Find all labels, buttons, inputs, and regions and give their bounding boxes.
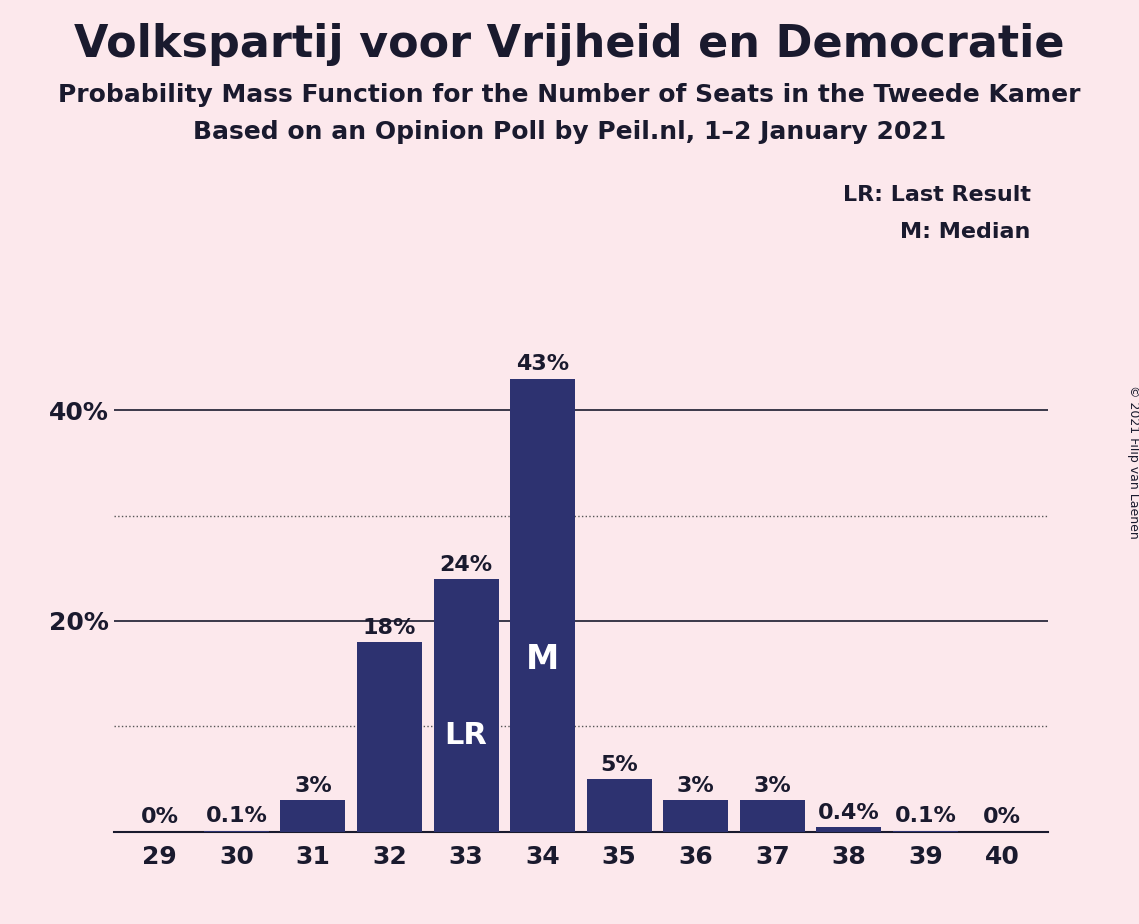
Bar (280, 800, 345, 832)
Text: 0.4%: 0.4% (818, 803, 879, 823)
Text: 18%: 18% (363, 618, 416, 638)
Text: M: M (526, 643, 559, 676)
Text: 3%: 3% (753, 776, 792, 796)
Bar (817, 827, 882, 832)
Text: 0%: 0% (141, 808, 179, 827)
Text: M: Median: M: Median (901, 222, 1031, 242)
Text: 3%: 3% (294, 776, 331, 796)
Text: 5%: 5% (600, 755, 638, 774)
Text: 0.1%: 0.1% (205, 807, 268, 826)
Bar (434, 578, 499, 832)
Bar (663, 800, 728, 832)
Text: Probability Mass Function for the Number of Seats in the Tweede Kamer: Probability Mass Function for the Number… (58, 83, 1081, 107)
Bar (739, 800, 805, 832)
Text: 43%: 43% (516, 355, 570, 374)
Bar (893, 831, 958, 832)
Text: 3%: 3% (677, 776, 714, 796)
Bar (204, 831, 269, 832)
Text: LR: Last Result: LR: Last Result (843, 185, 1031, 205)
Text: © 2021 Filip van Laenen: © 2021 Filip van Laenen (1126, 385, 1139, 539)
Text: Volkspartij voor Vrijheid en Democratie: Volkspartij voor Vrijheid en Democratie (74, 23, 1065, 67)
Bar (587, 779, 652, 832)
Text: 24%: 24% (440, 554, 493, 575)
Bar (510, 379, 575, 832)
Text: Based on an Opinion Poll by Peil.nl, 1–2 January 2021: Based on an Opinion Poll by Peil.nl, 1–2… (192, 120, 947, 144)
Text: LR: LR (444, 721, 487, 750)
Bar (357, 642, 423, 832)
Text: 0.1%: 0.1% (894, 807, 957, 826)
Text: 0%: 0% (983, 808, 1021, 827)
